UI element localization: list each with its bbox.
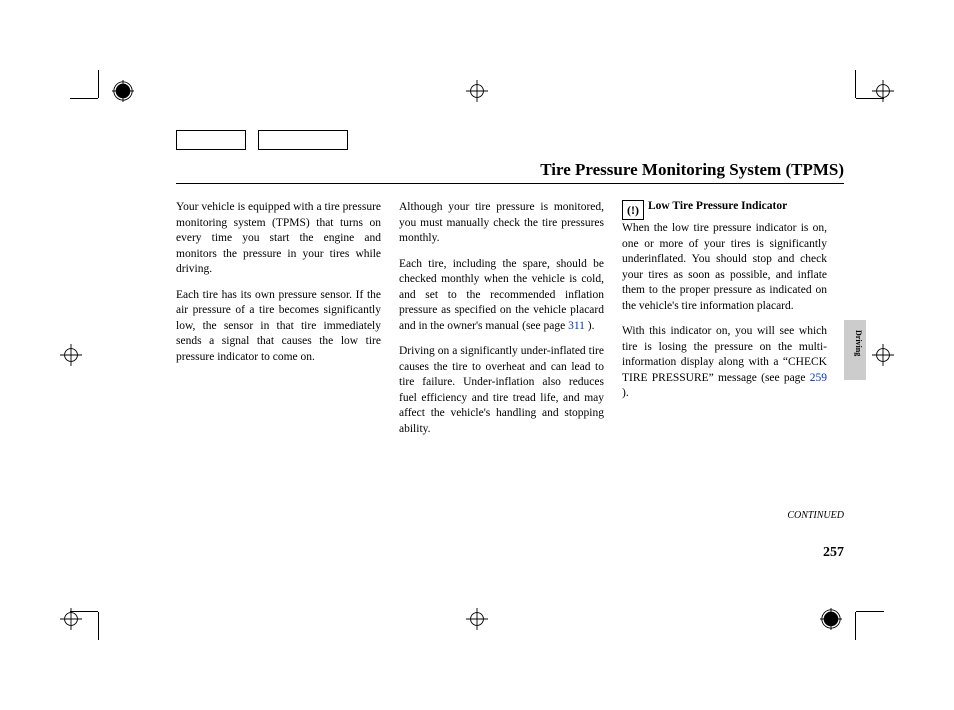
indicator-header: (!) Low Tire Pressure Indicator <box>622 200 827 220</box>
text: With this indicator on, you will see whi… <box>622 325 827 384</box>
registration-mark-open <box>60 608 82 630</box>
column-2: Although your tire pressure is monitored… <box>399 200 604 447</box>
crop-mark <box>98 70 99 98</box>
header-box <box>258 130 348 150</box>
column-1: Your vehicle is equipped with a tire pre… <box>176 200 381 447</box>
page-link[interactable]: 311 <box>568 320 585 332</box>
crop-mark <box>856 611 884 612</box>
header-placeholder-boxes <box>176 130 348 150</box>
body-paragraph: With this indicator on, you will see whi… <box>622 324 827 402</box>
section-label: Driving <box>854 330 863 356</box>
registration-mark-filled <box>112 80 134 102</box>
crop-mark <box>98 612 99 640</box>
tpms-icon: (!) <box>622 200 644 220</box>
registration-mark-open <box>466 608 488 630</box>
page-title: Tire Pressure Monitoring System (TPMS) <box>540 160 844 180</box>
crop-mark <box>855 612 856 640</box>
registration-mark-filled <box>820 608 842 630</box>
crop-mark <box>855 70 856 98</box>
body-columns: Your vehicle is equipped with a tire pre… <box>176 200 827 447</box>
header-box <box>176 130 246 150</box>
continued-label: CONTINUED <box>787 510 844 521</box>
body-paragraph: Each tire has its own pressure sensor. I… <box>176 288 381 366</box>
registration-mark-open <box>872 344 894 366</box>
body-paragraph: When the low tire pressure indicator is … <box>622 221 827 314</box>
registration-mark-open <box>872 80 894 102</box>
indicator-title: Low Tire Pressure Indicator <box>648 200 787 213</box>
title-rule <box>176 183 844 184</box>
page-link[interactable]: 259 <box>810 372 827 384</box>
page-number: 257 <box>823 545 844 561</box>
registration-mark-open <box>60 344 82 366</box>
text: ). <box>585 320 595 332</box>
body-paragraph: Your vehicle is equipped with a tire pre… <box>176 200 381 278</box>
body-paragraph: Each tire, including the spare, should b… <box>399 257 604 335</box>
body-paragraph: Although your tire pressure is monitored… <box>399 200 604 247</box>
registration-mark-open <box>466 80 488 102</box>
crop-mark <box>70 98 98 99</box>
text: ). <box>622 387 629 399</box>
column-3: (!) Low Tire Pressure Indicator When the… <box>622 200 827 447</box>
body-paragraph: Driving on a significantly under-inflate… <box>399 344 604 437</box>
